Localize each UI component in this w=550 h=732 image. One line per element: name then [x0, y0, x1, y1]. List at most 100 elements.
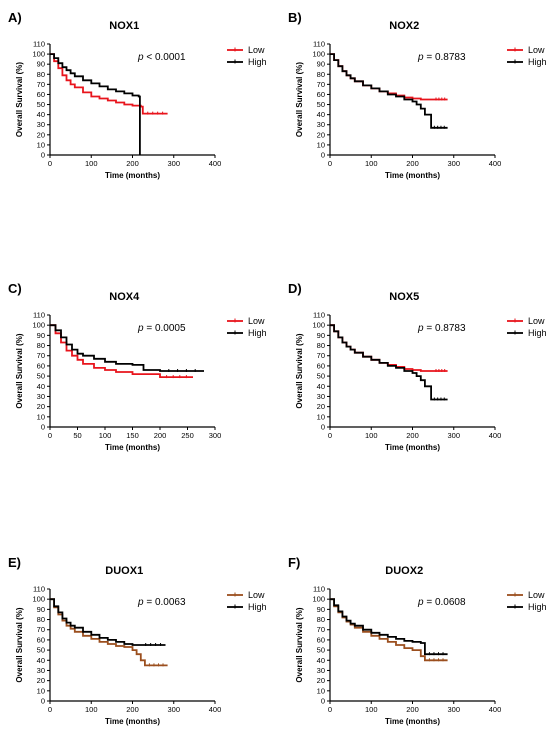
legend-label-low: Low	[528, 590, 545, 600]
y-tick-label: 80	[317, 615, 325, 624]
p-value-symbol: p	[417, 323, 424, 334]
y-tick-label: 90	[37, 331, 45, 340]
p-value-text: = 0.0063	[144, 597, 186, 608]
legend-label-high: High	[528, 57, 547, 67]
legend-label-low: Low	[248, 590, 265, 600]
legend-label-high: High	[248, 602, 267, 612]
legend-label-low: Low	[528, 316, 545, 326]
y-tick-label: 20	[317, 402, 325, 411]
x-tick-label: 100	[365, 159, 378, 168]
y-tick-label: 90	[37, 605, 45, 614]
p-value-text: = 0.8783	[424, 52, 466, 63]
x-tick-label: 400	[489, 705, 502, 714]
y-tick-label: 70	[37, 80, 45, 89]
y-axis-label: Overall Survival (%)	[295, 333, 304, 408]
y-tick-label: 10	[317, 140, 325, 149]
y-tick-label: 50	[317, 372, 325, 381]
x-tick-label: 300	[447, 159, 460, 168]
y-tick-label: 70	[317, 625, 325, 634]
y-tick-label: 50	[37, 100, 45, 109]
y-tick-label: 0	[41, 151, 45, 160]
y-tick-label: 30	[317, 392, 325, 401]
p-value-annotation: p = 0.8783	[417, 52, 466, 63]
legend-label-low: Low	[248, 316, 265, 326]
y-tick-label: 0	[41, 423, 45, 432]
x-tick-label: 200	[406, 431, 419, 440]
y-tick-label: 70	[37, 351, 45, 360]
x-axis-label: Time (months)	[105, 443, 160, 452]
x-tick-label: 200	[406, 705, 419, 714]
y-tick-label: 70	[317, 351, 325, 360]
y-tick-label: 90	[317, 60, 325, 69]
y-tick-label: 40	[317, 382, 325, 391]
y-tick-label: 60	[37, 90, 45, 99]
series-line-low	[50, 324, 193, 378]
chart-title: NOX4	[109, 291, 140, 303]
legend-label-high: High	[528, 328, 547, 338]
y-tick-label: 30	[317, 120, 325, 129]
y-tick-label: 100	[312, 595, 325, 604]
legend-label-high: High	[248, 328, 267, 338]
x-tick-label: 0	[328, 431, 332, 440]
chart-title: NOX5	[389, 291, 419, 303]
y-tick-label: 100	[32, 595, 45, 604]
y-tick-label: 10	[317, 686, 325, 695]
x-tick-label: 150	[126, 431, 139, 440]
x-tick-label: 50	[73, 431, 81, 440]
x-tick-label: 200	[406, 159, 419, 168]
y-tick-label: 30	[37, 392, 45, 401]
p-value-text: = 0.8783	[424, 323, 466, 334]
x-axis-label: Time (months)	[105, 717, 160, 726]
legend-label-high: High	[248, 57, 267, 67]
panel-letter: E)	[8, 555, 21, 570]
y-tick-label: 100	[32, 321, 45, 330]
p-value-symbol: p	[137, 597, 144, 608]
p-value-text: = 0.0005	[144, 323, 186, 334]
y-tick-label: 70	[37, 625, 45, 634]
y-tick-label: 70	[317, 80, 325, 89]
x-tick-label: 100	[85, 159, 98, 168]
panel-letter: B)	[288, 10, 302, 25]
x-tick-label: 0	[48, 431, 52, 440]
y-tick-label: 40	[317, 110, 325, 119]
y-tick-label: 90	[317, 331, 325, 340]
p-value-symbol: p	[417, 597, 424, 608]
x-tick-label: 200	[154, 431, 167, 440]
p-value-annotation: p = 0.0005	[137, 323, 186, 334]
y-tick-label: 50	[37, 646, 45, 655]
y-tick-label: 90	[317, 605, 325, 614]
x-tick-label: 300	[167, 705, 180, 714]
series-line-high	[50, 598, 166, 646]
p-value-text: = 0.0608	[424, 597, 466, 608]
x-tick-label: 100	[365, 431, 378, 440]
y-tick-label: 20	[37, 676, 45, 685]
x-tick-label: 0	[48, 705, 52, 714]
y-tick-label: 60	[37, 361, 45, 370]
x-axis-label: Time (months)	[385, 171, 440, 180]
p-value-text: < 0.0001	[144, 52, 186, 63]
y-axis-label: Overall Survival (%)	[15, 607, 24, 682]
y-tick-label: 10	[37, 412, 45, 421]
p-value-symbol: p	[137, 52, 144, 63]
series-line-high	[50, 324, 204, 372]
series-line-high	[330, 598, 448, 656]
y-tick-label: 60	[317, 361, 325, 370]
y-tick-label: 20	[37, 130, 45, 139]
x-tick-label: 300	[209, 431, 222, 440]
panel-letter: C)	[8, 281, 22, 296]
y-tick-label: 50	[37, 372, 45, 381]
panel-letter: A)	[8, 10, 22, 25]
legend-label-high: High	[528, 602, 547, 612]
y-tick-label: 90	[37, 60, 45, 69]
y-tick-label: 40	[317, 656, 325, 665]
y-tick-label: 60	[317, 90, 325, 99]
y-tick-label: 80	[317, 70, 325, 79]
p-value-annotation: p = 0.0063	[137, 597, 186, 608]
chart-title: DUOX1	[105, 565, 143, 577]
y-tick-label: 10	[317, 412, 325, 421]
y-tick-label: 80	[37, 341, 45, 350]
